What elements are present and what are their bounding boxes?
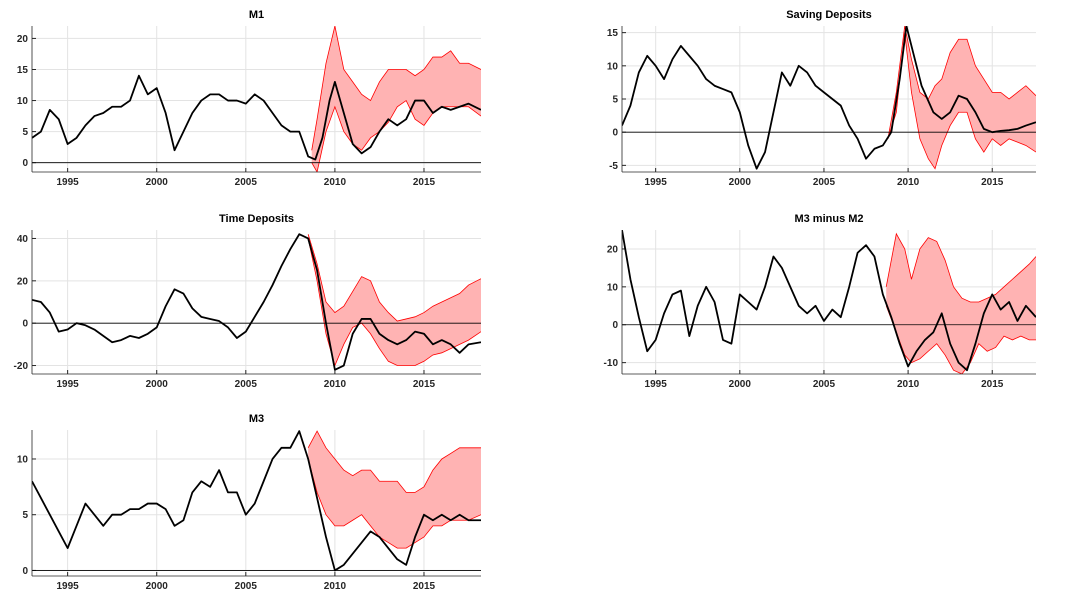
y-tick-label: 0 — [22, 158, 28, 169]
x-tick-label: 1995 — [57, 581, 80, 592]
subplot: M1 1995 2000 2005 2010 2015 0 5 10 15 20 — [17, 9, 481, 188]
y-tick-label: 10 — [17, 96, 29, 107]
band-upper-edge — [307, 430, 481, 493]
y-tick-label: 20 — [17, 34, 29, 45]
x-tick-label: 2005 — [813, 379, 836, 390]
y-tick-label: 20 — [17, 276, 29, 287]
y-tick-label: 15 — [607, 28, 619, 39]
y-tick-label: 40 — [17, 234, 29, 245]
subplot-title: Saving Deposits — [786, 9, 872, 21]
x-tick-label: 2015 — [413, 379, 436, 390]
subplot: M3 minus M2 1995 2000 2005 2010 2015 -10 0 10 20 — [604, 213, 1036, 390]
x-tick-label: 2010 — [324, 379, 347, 390]
x-tick-label: 2005 — [235, 177, 258, 188]
confidence-band — [886, 233, 1036, 374]
series-line — [32, 74, 481, 161]
y-tick-label: 0 — [22, 319, 28, 330]
subplot-title: M3 — [249, 413, 264, 425]
band-upper-edge — [307, 234, 481, 322]
x-tick-label: 2010 — [897, 379, 920, 390]
series-line — [32, 430, 481, 572]
subplot-title: M3 minus M2 — [794, 213, 863, 225]
subplot-title: Time Deposits — [219, 213, 294, 225]
subplot: Time Deposits 1995 2000 2005 2010 2015 -20 0 20 4… — [14, 213, 481, 390]
x-tick-label: 2000 — [729, 177, 752, 188]
plot-content — [622, 26, 1036, 170]
y-tick-label: 20 — [607, 244, 619, 255]
x-tick-label: 2010 — [324, 177, 347, 188]
band-lower-edge — [887, 32, 1036, 170]
series-line — [622, 26, 1036, 170]
plot-content — [32, 430, 481, 572]
x-tick-label: 2010 — [897, 177, 920, 188]
y-tick-label: -5 — [609, 161, 618, 172]
confidence-band — [308, 431, 481, 549]
y-tick-label: 0 — [612, 320, 618, 331]
x-tick-label: 1995 — [645, 379, 668, 390]
x-tick-label: 2005 — [235, 581, 258, 592]
y-tick-label: 10 — [17, 454, 29, 465]
y-tick-label: 5 — [22, 510, 28, 521]
series-line — [622, 230, 1036, 372]
y-tick-label: 5 — [22, 127, 28, 138]
series-line — [32, 233, 481, 371]
x-tick-label: 2000 — [146, 379, 169, 390]
band-upper-edge — [885, 232, 1036, 303]
y-tick-label: 10 — [607, 282, 619, 293]
y-tick-label: 15 — [17, 65, 29, 76]
x-tick-label: 1995 — [57, 379, 80, 390]
y-tick-label: 0 — [612, 128, 618, 139]
band-lower-edge — [885, 305, 1036, 374]
confidence-band — [308, 234, 481, 366]
y-tick-label: -20 — [14, 361, 29, 372]
x-tick-label: 2000 — [146, 581, 169, 592]
x-tick-label: 2010 — [324, 581, 347, 592]
subplot: M3 1995 2000 2005 2010 2015 0 5 10 — [17, 413, 481, 592]
x-tick-label: 2015 — [981, 379, 1004, 390]
x-tick-label: 2015 — [413, 177, 436, 188]
y-tick-label: 0 — [22, 566, 28, 577]
band-lower-edge — [311, 99, 481, 172]
y-tick-label: 10 — [607, 61, 619, 72]
band-upper-edge — [311, 26, 481, 151]
band-upper-edge — [887, 26, 1036, 139]
subplot: Saving Deposits 1995 2000 2005 2010 2015 -5 0 5 1… — [607, 9, 1036, 188]
confidence-band — [311, 26, 481, 172]
x-tick-label: 2005 — [813, 177, 836, 188]
x-tick-label: 2000 — [729, 379, 752, 390]
subplot-title: M1 — [249, 9, 264, 21]
x-tick-label: 2005 — [235, 379, 258, 390]
plot-content — [32, 233, 481, 371]
x-tick-label: 2015 — [981, 177, 1004, 188]
band-lower-edge — [307, 238, 481, 367]
x-tick-label: 2000 — [146, 177, 169, 188]
y-tick-label: 5 — [612, 95, 618, 106]
plot-content — [622, 230, 1036, 374]
y-tick-label: -10 — [604, 358, 619, 369]
x-tick-label: 1995 — [57, 177, 80, 188]
x-tick-label: 2015 — [413, 581, 436, 592]
band-lower-edge — [307, 458, 481, 549]
plot-content — [32, 26, 481, 172]
x-tick-label: 1995 — [645, 177, 668, 188]
